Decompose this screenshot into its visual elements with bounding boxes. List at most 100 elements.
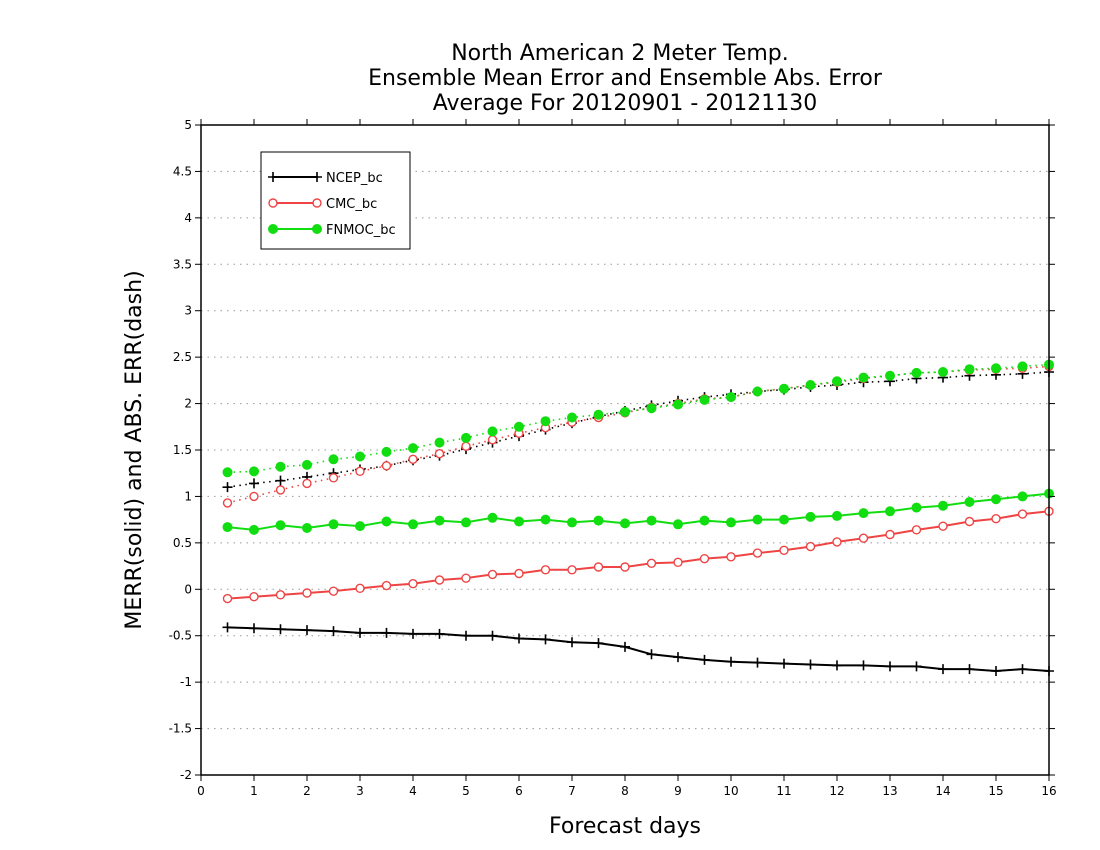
data-point-abs-fnmoc-bc [1017, 361, 1028, 372]
data-point-mean-fnmoc-bc [779, 514, 789, 525]
y-tick-label: 2.5 [173, 350, 192, 364]
series-line-mean-cmc-bc [227, 510, 1050, 600]
data-point-mean-ncep-bc [620, 641, 630, 652]
data-point-abs-fnmoc-bc [567, 412, 577, 423]
data-point-mean-cmc-bc [249, 592, 259, 602]
data-point-mean-ncep-bc [567, 637, 577, 648]
data-point-mean-cmc-bc [699, 553, 710, 564]
y-tick-label: -1.5 [169, 722, 192, 736]
data-point-abs-fnmoc-bc [593, 409, 604, 420]
data-point-abs-fnmoc-bc [805, 380, 816, 390]
data-point-mean-cmc-bc [381, 580, 392, 591]
series-cmc-bc [222, 361, 1054, 604]
chart-title-line-3: Average For 20120901 - 20121130 [433, 91, 818, 116]
data-point-mean-ncep-bc [222, 622, 233, 633]
data-point-mean-fnmoc-bc [938, 500, 948, 511]
data-point-mean-ncep-bc [487, 630, 498, 641]
y-tick-label: 3.5 [173, 257, 192, 271]
data-point-abs-cmc-bc [355, 466, 365, 477]
data-point-mean-ncep-bc [275, 624, 286, 635]
data-point-mean-ncep-bc [673, 652, 683, 663]
data-point-mean-fnmoc-bc [355, 521, 365, 532]
data-point-mean-fnmoc-bc [699, 515, 710, 526]
data-point-mean-ncep-bc [991, 666, 1001, 676]
data-point-abs-fnmoc-bc [302, 459, 312, 470]
legend-entry: NCEP_bc [326, 171, 383, 186]
data-point-abs-cmc-bc [302, 478, 312, 489]
x-tick-label: 11 [776, 784, 791, 798]
data-point-mean-cmc-bc [434, 575, 445, 585]
data-point-mean-ncep-bc [646, 649, 657, 660]
data-point-mean-ncep-bc [1017, 664, 1028, 675]
x-axis-label: Forecast days [549, 814, 701, 839]
data-point-mean-ncep-bc [964, 664, 975, 675]
data-point-mean-fnmoc-bc [593, 515, 604, 526]
data-point-mean-ncep-bc [408, 628, 418, 639]
x-tick-label: 1 [250, 784, 258, 798]
legend-marker [268, 198, 278, 208]
series-line-mean-fnmoc-bc [227, 492, 1050, 531]
data-point-abs-fnmoc-bc [355, 451, 365, 462]
chart-title-line-1: North American 2 Meter Temp. [451, 41, 789, 66]
data-point-mean-fnmoc-bc [434, 515, 445, 526]
x-tick-label: 16 [1041, 784, 1056, 798]
data-point-mean-ncep-bc [805, 659, 816, 670]
data-point-mean-ncep-bc [858, 660, 869, 671]
y-tick-label: 4.5 [173, 164, 192, 178]
data-point-mean-fnmoc-bc [620, 518, 630, 529]
data-point-mean-ncep-bc [249, 623, 259, 634]
data-point-mean-ncep-bc [832, 660, 842, 671]
data-point-mean-ncep-bc [381, 627, 392, 638]
data-point-mean-cmc-bc [964, 516, 975, 527]
data-point-abs-fnmoc-bc [222, 467, 233, 478]
data-point-mean-fnmoc-bc [858, 508, 869, 519]
y-tick-label: 1 [184, 489, 192, 503]
data-point-mean-cmc-bc [593, 562, 604, 572]
y-tick-label: 1.5 [173, 443, 192, 457]
data-point-mean-fnmoc-bc [752, 514, 763, 525]
data-point-abs-cmc-bc [275, 485, 286, 495]
legend-entry: CMC_bc [326, 197, 377, 212]
chart-title-line-2: Ensemble Mean Error and Ensemble Abs. Er… [368, 66, 883, 91]
data-point-abs-fnmoc-bc [752, 386, 763, 397]
data-point-mean-cmc-bc [461, 573, 471, 583]
data-point-abs-cmc-bc [461, 441, 471, 451]
data-point-mean-cmc-bc [779, 545, 789, 555]
data-point-mean-cmc-bc [620, 562, 630, 572]
data-point-mean-cmc-bc [911, 525, 922, 535]
data-point-abs-cmc-bc [381, 461, 392, 471]
data-point-abs-cmc-bc [487, 435, 498, 445]
x-tick-label: 12 [829, 784, 844, 798]
data-point-mean-fnmoc-bc [567, 517, 577, 528]
data-point-abs-fnmoc-bc [381, 446, 392, 457]
data-point-mean-cmc-bc [355, 583, 365, 594]
data-point-mean-fnmoc-bc [381, 516, 392, 527]
x-tick-label: 3 [356, 784, 364, 798]
data-point-abs-fnmoc-bc [832, 376, 842, 387]
data-point-mean-fnmoc-bc [487, 512, 498, 523]
data-point-abs-fnmoc-bc [408, 443, 418, 454]
data-point-mean-fnmoc-bc [911, 502, 922, 513]
data-point-abs-cmc-bc [222, 498, 233, 508]
data-point-mean-fnmoc-bc [673, 519, 683, 530]
data-point-abs-fnmoc-bc [434, 437, 445, 448]
data-point-mean-ncep-bc [461, 630, 471, 641]
data-point-abs-fnmoc-bc [646, 403, 657, 414]
x-tick-label: 4 [409, 784, 417, 798]
data-point-mean-cmc-bc [222, 593, 233, 604]
y-tick-label: 0.5 [173, 536, 192, 550]
y-tick-label: -2 [180, 768, 192, 782]
x-tick-label: 10 [723, 784, 738, 798]
data-point-mean-fnmoc-bc [991, 494, 1001, 505]
data-point-mean-ncep-bc [726, 656, 736, 667]
data-point-abs-fnmoc-bc [461, 432, 471, 443]
data-point-mean-ncep-bc [434, 628, 445, 639]
data-point-mean-cmc-bc [938, 521, 948, 531]
data-point-mean-cmc-bc [1017, 509, 1028, 519]
y-tick-label: 5 [184, 118, 192, 132]
data-point-mean-fnmoc-bc [408, 519, 418, 530]
data-point-mean-fnmoc-bc [885, 506, 895, 517]
series-line-mean-ncep-bc [227, 626, 1050, 673]
series-line-abs-fnmoc-bc [227, 363, 1050, 474]
series-layer [222, 359, 1054, 676]
